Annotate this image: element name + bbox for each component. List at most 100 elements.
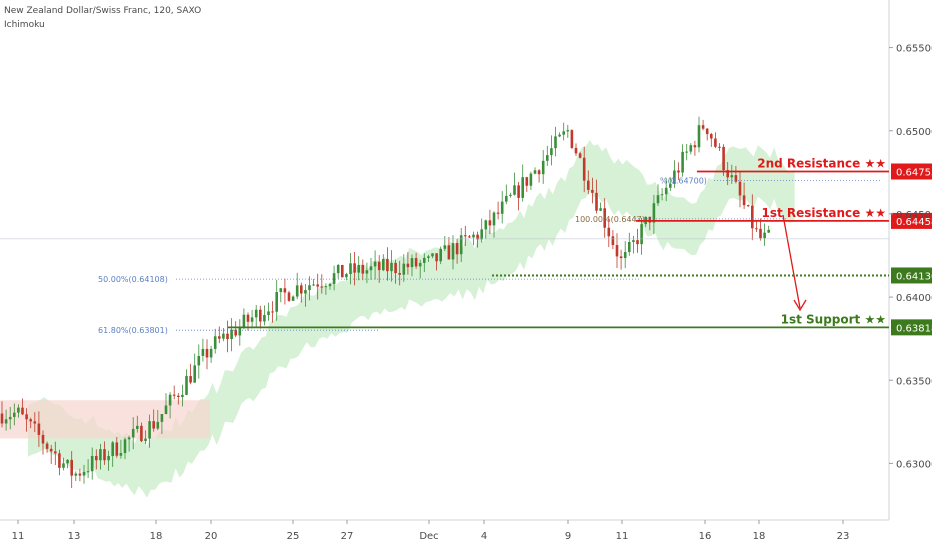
candle-body xyxy=(107,455,110,461)
x-tick-label: Dec xyxy=(419,531,438,542)
candle-body xyxy=(496,212,500,214)
candle-body xyxy=(500,201,504,214)
candle-body xyxy=(341,264,344,278)
candle-body xyxy=(95,456,98,461)
candle-body xyxy=(414,258,418,267)
candle-body xyxy=(566,130,570,132)
x-tick-label: 18 xyxy=(150,531,163,542)
candle-body xyxy=(365,270,369,274)
candle-body xyxy=(714,138,717,147)
candle-body xyxy=(439,248,442,262)
candle-body xyxy=(123,439,127,454)
candle-body xyxy=(767,229,770,233)
level-name: 1st Resistance ★★ xyxy=(761,206,886,220)
candle-body xyxy=(148,421,151,439)
fib-label: 50.00%(0.64108) xyxy=(98,275,168,284)
candle-body xyxy=(734,175,738,182)
candle-body xyxy=(492,212,496,226)
candle-body xyxy=(209,348,213,358)
candle-body xyxy=(197,355,201,366)
candle-body xyxy=(205,348,209,358)
candle-body xyxy=(632,240,635,242)
level-price-tag xyxy=(891,267,932,284)
candle-body xyxy=(640,224,643,245)
candle-body xyxy=(181,394,184,398)
candle-body xyxy=(17,407,20,413)
candle-body xyxy=(763,232,766,239)
candle-body xyxy=(373,261,377,267)
x-tick-label: 16 xyxy=(699,531,712,542)
candle-body xyxy=(164,405,168,415)
candle-body xyxy=(33,421,37,424)
candle-body xyxy=(291,296,295,301)
candle-body xyxy=(751,205,754,229)
candle-body xyxy=(382,258,385,271)
chart-title: New Zealand Dollar/Swiss Franc, 120, SAX… xyxy=(4,6,202,16)
candle-body xyxy=(595,192,598,211)
candle-body xyxy=(484,220,488,230)
candle-body xyxy=(25,414,28,420)
candle-body xyxy=(254,309,258,318)
candle-body xyxy=(230,329,233,340)
candle-body xyxy=(693,145,697,148)
candle-body xyxy=(357,264,360,273)
candle-body xyxy=(398,273,401,275)
candle-body xyxy=(316,284,319,287)
candle-body xyxy=(131,428,135,438)
candle-body xyxy=(591,189,594,193)
candle-body xyxy=(660,194,664,196)
level-name: 1st Support ★★ xyxy=(781,312,886,326)
candle-body xyxy=(213,336,217,349)
candle-body xyxy=(746,205,750,207)
candle-body xyxy=(476,234,479,240)
candle-body xyxy=(336,264,340,274)
candle-body xyxy=(304,290,307,294)
level-price-label: 0.64130 xyxy=(896,271,932,282)
projection-arrow xyxy=(782,214,801,309)
level-price-label: 0.64458 xyxy=(896,217,932,228)
candle-body xyxy=(390,262,393,272)
candle-body xyxy=(705,128,709,135)
candle-body xyxy=(582,157,586,181)
candle-body xyxy=(615,245,619,257)
candle-body xyxy=(652,203,656,223)
candle-body xyxy=(111,442,114,456)
candle-body xyxy=(570,130,574,148)
x-tick-label: 11 xyxy=(616,531,629,542)
candle-body xyxy=(738,181,742,196)
cloud-area xyxy=(28,140,795,498)
y-tick-label: 0.63000 xyxy=(896,459,932,470)
ichimoku-cloud xyxy=(0,140,795,498)
candle-body xyxy=(451,243,455,260)
candle-body xyxy=(242,314,246,327)
candle-body xyxy=(37,423,41,435)
candle-body xyxy=(287,292,291,301)
candle-body xyxy=(177,395,180,398)
candle-body xyxy=(681,151,684,173)
candle-body xyxy=(525,177,529,186)
candle-body xyxy=(685,151,688,153)
level-price-tag xyxy=(891,319,932,336)
candle-body xyxy=(558,134,561,137)
candle-body xyxy=(308,285,311,291)
candle-body xyxy=(271,311,274,313)
candle-body xyxy=(636,240,639,245)
candle-body xyxy=(431,253,434,257)
fib-label: 61.80%(0.63801) xyxy=(98,326,168,335)
x-tick-label: 13 xyxy=(68,531,81,542)
candle-body xyxy=(541,160,545,175)
x-tick-label: 25 xyxy=(287,531,300,542)
x-tick-label: 9 xyxy=(565,531,571,542)
candle-body xyxy=(562,131,565,135)
level-price-tag xyxy=(891,163,932,180)
candle-body xyxy=(332,273,336,284)
candle-body xyxy=(689,145,693,152)
candle-body xyxy=(410,258,414,268)
projection-arrowhead xyxy=(793,299,807,312)
candle-body xyxy=(611,236,615,246)
candle-body xyxy=(312,284,315,286)
x-tick-label: 23 xyxy=(837,531,850,542)
candle-body xyxy=(669,183,672,188)
